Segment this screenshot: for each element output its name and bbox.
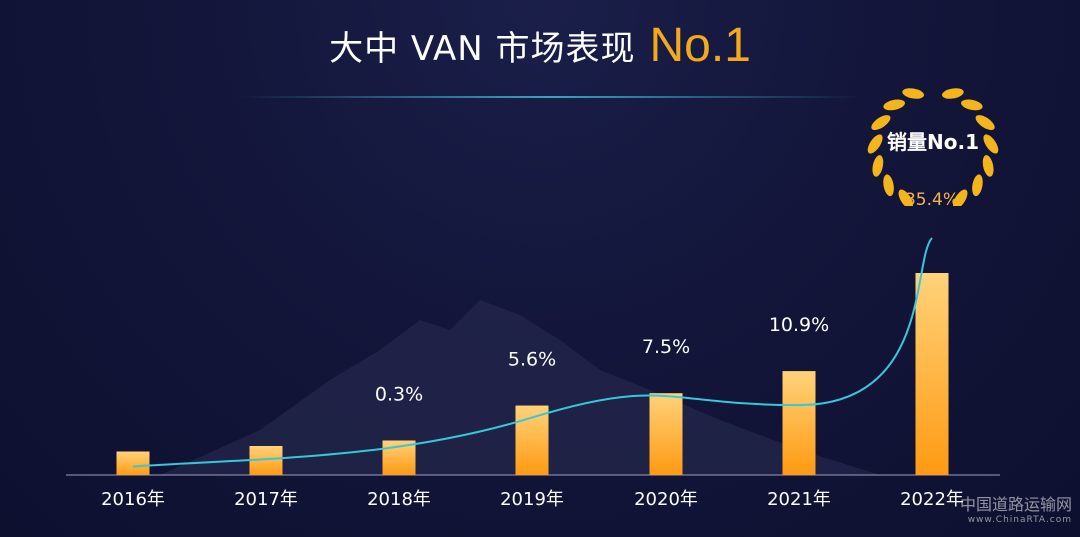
- laurel-leaf: [972, 174, 983, 197]
- laurel-leaf: [960, 99, 983, 111]
- watermark-text: 中国道路运输网: [959, 495, 1072, 514]
- data-label: 0.3%: [375, 384, 423, 406]
- watermark-url: www.ChinaRTA.com: [967, 515, 1072, 525]
- bar-3: [515, 405, 549, 475]
- laurel-leaf: [883, 174, 894, 197]
- x-tick-label: 2021年: [767, 489, 831, 510]
- x-tick-label: 2016年: [101, 489, 165, 510]
- laurel-leaf: [983, 134, 999, 154]
- badge-label: 销量No.1: [887, 130, 979, 154]
- laurel-leaf: [975, 115, 995, 130]
- laurel-leaf: [872, 155, 884, 177]
- laurel-wreath-icon: [867, 88, 999, 209]
- sales-no1-badge: 销量No.1: [838, 86, 1028, 209]
- bar-6: [915, 273, 949, 475]
- title-divider: [240, 96, 860, 98]
- background-mountains: [160, 300, 880, 475]
- watermark: 中国道路运输网 www.ChinaRTA.com: [960, 491, 1072, 525]
- laurel-leaf: [902, 88, 925, 99]
- laurel-leaf: [982, 155, 994, 177]
- laurel-leaf: [883, 99, 906, 111]
- data-label: 10.9%: [769, 314, 829, 336]
- x-tick-label: 2019年: [500, 489, 564, 510]
- laurel-leaf: [941, 88, 964, 99]
- title-highlight: No.1: [649, 19, 751, 72]
- x-tick-label: 2017年: [234, 489, 298, 510]
- laurel-leaf: [898, 189, 913, 209]
- laurel-leaf: [953, 189, 968, 209]
- data-label: 7.5%: [642, 336, 690, 358]
- bar-4: [649, 393, 683, 475]
- bar-0: [116, 451, 150, 475]
- data-label: 35.4%: [905, 190, 959, 210]
- page-title: 大中 VAN 市场表现 No.1: [0, 18, 1080, 73]
- title-text: 大中 VAN 市场表现: [329, 29, 636, 69]
- x-tick-label: 2020年: [634, 489, 698, 510]
- bar-5: [782, 371, 816, 475]
- x-tick-label: 2022年: [900, 489, 964, 510]
- laurel-leaf: [867, 134, 883, 154]
- data-label: 5.6%: [508, 349, 556, 371]
- laurel-leaf: [871, 115, 891, 130]
- x-tick-label: 2018年: [367, 489, 431, 510]
- trend-line: [132, 237, 933, 468]
